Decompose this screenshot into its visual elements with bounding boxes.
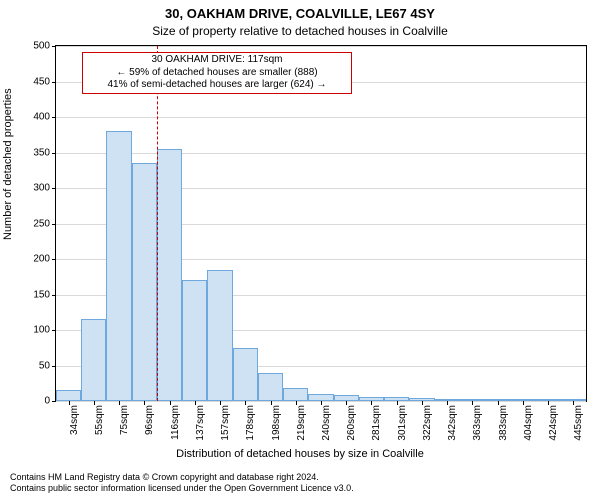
- callout-line: 30 OAKHAM DRIVE: 117sqm: [87, 54, 347, 67]
- chart-title: 30, OAKHAM DRIVE, COALVILLE, LE67 4SY: [0, 6, 600, 21]
- histogram-bar: [81, 319, 106, 401]
- xtick-label: 445sqm: [573, 405, 584, 441]
- plot-area: 05010015020025030035040045050034sqm55sqm…: [55, 45, 587, 402]
- histogram-bar: [132, 163, 157, 401]
- xtick-label: 198sqm: [271, 405, 282, 441]
- footer-line: Contains public sector information licen…: [10, 483, 590, 494]
- histogram-bar: [283, 388, 308, 401]
- ytick-mark: [52, 330, 56, 331]
- ytick-label: 250: [33, 218, 50, 229]
- xtick-label: 383sqm: [498, 405, 509, 441]
- xtick-label: 322sqm: [422, 405, 433, 441]
- ytick-label: 300: [33, 183, 50, 194]
- ytick-mark: [52, 117, 56, 118]
- xtick-label: 342sqm: [447, 405, 458, 441]
- ytick-mark: [52, 224, 56, 225]
- callout-box: 30 OAKHAM DRIVE: 117sqm← 59% of detached…: [82, 52, 352, 94]
- ytick-label: 500: [33, 41, 50, 52]
- ytick-label: 100: [33, 325, 50, 336]
- ytick-label: 0: [44, 396, 50, 407]
- ytick-label: 400: [33, 112, 50, 123]
- ytick-mark: [52, 153, 56, 154]
- ytick-label: 200: [33, 254, 50, 265]
- footer: Contains HM Land Registry data © Crown c…: [10, 472, 590, 494]
- ytick-mark: [52, 46, 56, 47]
- xtick-label: 240sqm: [321, 405, 332, 441]
- callout-line: ← 59% of detached houses are smaller (88…: [87, 67, 347, 80]
- footer-line: Contains HM Land Registry data © Crown c…: [10, 472, 590, 483]
- ytick-mark: [52, 188, 56, 189]
- histogram-bar: [207, 270, 232, 401]
- xtick-label: 260sqm: [346, 405, 357, 441]
- chart-subtitle: Size of property relative to detached ho…: [0, 24, 600, 38]
- ytick-mark: [52, 82, 56, 83]
- histogram-bar: [258, 373, 283, 401]
- xtick-label: 157sqm: [220, 405, 231, 441]
- grid-line: [56, 117, 586, 118]
- ytick-label: 450: [33, 76, 50, 87]
- ytick-mark: [52, 295, 56, 296]
- xtick-label: 137sqm: [195, 405, 206, 441]
- y-axis-label: Number of detached properties: [2, 88, 14, 240]
- reference-line: [157, 46, 158, 401]
- histogram-bar: [233, 348, 258, 401]
- ytick-mark: [52, 366, 56, 367]
- grid-line: [56, 153, 586, 154]
- callout-line: 41% of semi-detached houses are larger (…: [87, 79, 347, 92]
- xtick-label: 116sqm: [170, 405, 181, 440]
- ytick-mark: [52, 401, 56, 402]
- xtick-label: 301sqm: [397, 405, 408, 441]
- ytick-mark: [52, 259, 56, 260]
- ytick-label: 150: [33, 289, 50, 300]
- ytick-label: 50: [39, 360, 50, 371]
- xtick-label: 424sqm: [548, 405, 559, 441]
- histogram-bar: [56, 390, 81, 401]
- xtick-label: 363sqm: [472, 405, 483, 441]
- xtick-label: 96sqm: [144, 405, 155, 435]
- xtick-label: 219sqm: [296, 405, 307, 441]
- xtick-label: 281sqm: [371, 405, 382, 441]
- histogram-bar: [106, 131, 131, 401]
- xtick-label: 34sqm: [69, 405, 80, 435]
- histogram-bar: [157, 149, 182, 401]
- xtick-label: 55sqm: [94, 405, 105, 435]
- xtick-label: 178sqm: [245, 405, 256, 441]
- xtick-label: 75sqm: [119, 405, 130, 435]
- x-axis-label: Distribution of detached houses by size …: [0, 448, 600, 460]
- ytick-label: 350: [33, 147, 50, 158]
- histogram-bar: [308, 394, 333, 401]
- grid-line: [56, 46, 586, 47]
- xtick-label: 404sqm: [523, 405, 534, 441]
- histogram-bar: [182, 280, 207, 401]
